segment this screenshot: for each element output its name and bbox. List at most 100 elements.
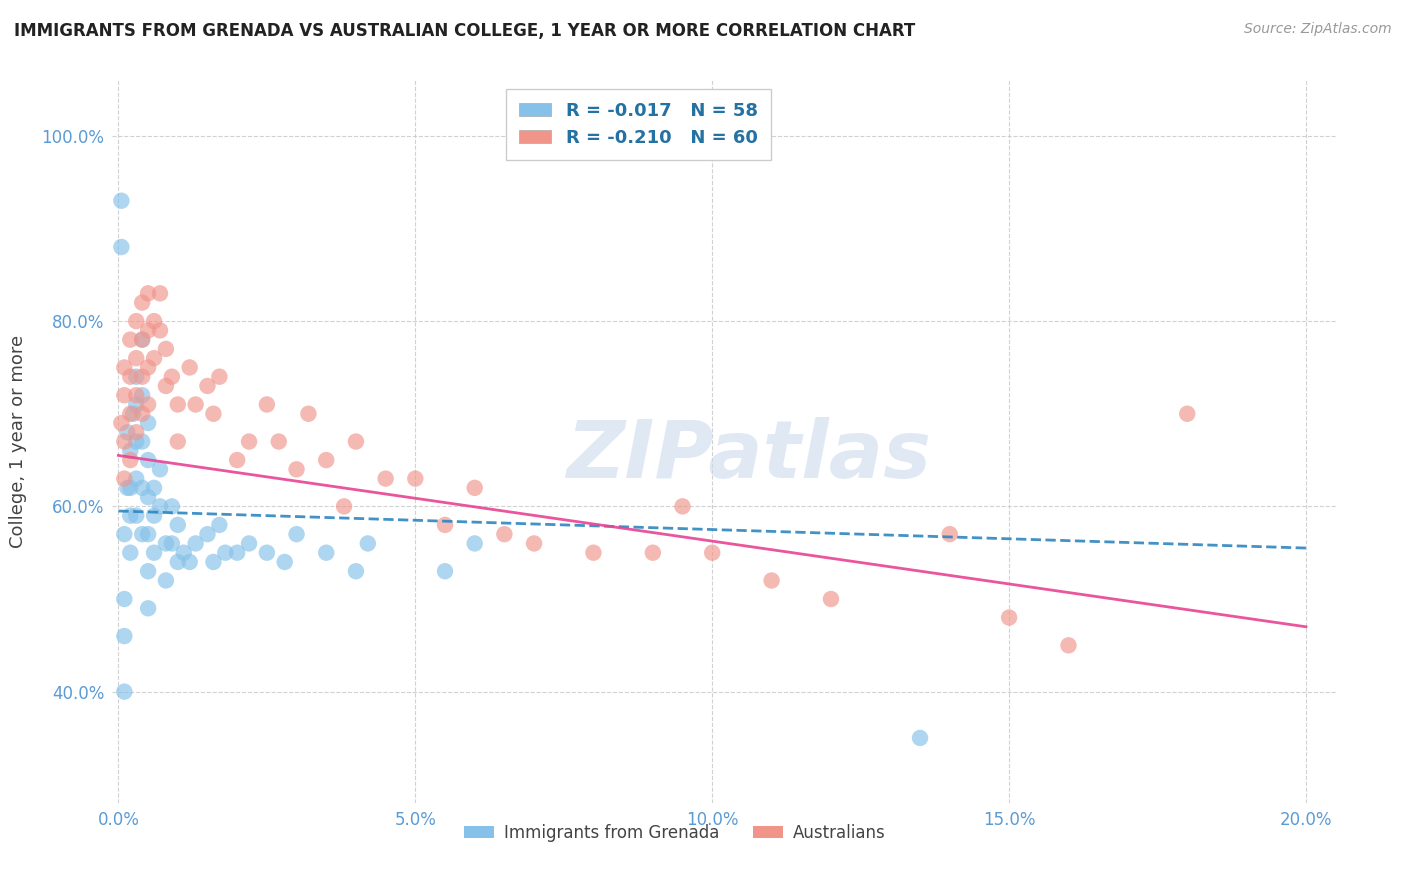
Point: [523, 536, 546, 550]
Point: [136, 323, 159, 337]
Point: [315, 546, 337, 560]
Point: [256, 546, 278, 560]
Point: [120, 333, 142, 347]
Text: Source: ZipAtlas.com: Source: ZipAtlas.com: [1244, 22, 1392, 37]
Point: [117, 425, 139, 440]
Point: [136, 453, 159, 467]
Point: [238, 434, 260, 449]
Point: [125, 369, 148, 384]
Point: [112, 434, 135, 449]
Point: [582, 546, 605, 560]
Point: [131, 369, 153, 384]
Point: [143, 481, 166, 495]
Point: [434, 564, 457, 578]
Point: [112, 527, 135, 541]
Point: [112, 592, 135, 607]
Point: [226, 546, 249, 560]
Point: [120, 508, 142, 523]
Point: [344, 434, 367, 449]
Text: IMMIGRANTS FROM GRENADA VS AUSTRALIAN COLLEGE, 1 YEAR OR MORE CORRELATION CHART: IMMIGRANTS FROM GRENADA VS AUSTRALIAN CO…: [14, 22, 915, 40]
Point: [166, 434, 188, 449]
Point: [136, 397, 159, 411]
Point: [256, 397, 278, 411]
Point: [136, 416, 159, 430]
Point: [125, 472, 148, 486]
Point: [202, 555, 225, 569]
Point: [315, 453, 337, 467]
Point: [267, 434, 290, 449]
Point: [120, 481, 142, 495]
Point: [131, 434, 153, 449]
Point: [110, 240, 132, 254]
Point: [155, 536, 177, 550]
Point: [938, 527, 960, 541]
Point: [131, 407, 153, 421]
Point: [297, 407, 319, 421]
Point: [998, 610, 1021, 624]
Point: [155, 342, 177, 356]
Point: [120, 443, 142, 458]
Point: [112, 629, 135, 643]
Point: [166, 517, 188, 532]
Point: [112, 472, 135, 486]
Point: [238, 536, 260, 550]
Point: [125, 388, 148, 402]
Point: [149, 323, 172, 337]
Point: [641, 546, 664, 560]
Point: [1175, 407, 1198, 421]
Point: [344, 564, 367, 578]
Point: [160, 500, 183, 514]
Point: [208, 369, 231, 384]
Text: ZIPatlas: ZIPatlas: [567, 417, 931, 495]
Point: [285, 527, 308, 541]
Point: [149, 500, 172, 514]
Point: [149, 462, 172, 476]
Point: [136, 564, 159, 578]
Point: [908, 731, 931, 745]
Point: [404, 472, 426, 486]
Point: [125, 351, 148, 366]
Point: [131, 295, 153, 310]
Point: [202, 407, 225, 421]
Legend: Immigrants from Grenada, Australians: Immigrants from Grenada, Australians: [458, 817, 893, 848]
Point: [125, 425, 148, 440]
Point: [333, 500, 356, 514]
Point: [702, 546, 724, 560]
Point: [184, 536, 207, 550]
Point: [136, 286, 159, 301]
Point: [285, 462, 308, 476]
Point: [120, 453, 142, 467]
Point: [149, 286, 172, 301]
Point: [1057, 638, 1080, 652]
Point: [125, 434, 148, 449]
Point: [125, 397, 148, 411]
Point: [179, 555, 201, 569]
Point: [143, 508, 166, 523]
Point: [125, 508, 148, 523]
Y-axis label: College, 1 year or more: College, 1 year or more: [10, 335, 27, 548]
Point: [120, 407, 142, 421]
Point: [173, 546, 195, 560]
Point: [671, 500, 693, 514]
Point: [166, 555, 188, 569]
Point: [464, 481, 486, 495]
Point: [155, 379, 177, 393]
Point: [112, 388, 135, 402]
Point: [155, 574, 177, 588]
Point: [143, 351, 166, 366]
Point: [136, 490, 159, 504]
Point: [184, 397, 207, 411]
Point: [131, 481, 153, 495]
Point: [117, 481, 139, 495]
Point: [374, 472, 396, 486]
Point: [120, 369, 142, 384]
Point: [208, 517, 231, 532]
Point: [820, 592, 842, 607]
Point: [120, 546, 142, 560]
Point: [357, 536, 380, 550]
Point: [226, 453, 249, 467]
Point: [131, 527, 153, 541]
Point: [131, 388, 153, 402]
Point: [160, 536, 183, 550]
Point: [273, 555, 295, 569]
